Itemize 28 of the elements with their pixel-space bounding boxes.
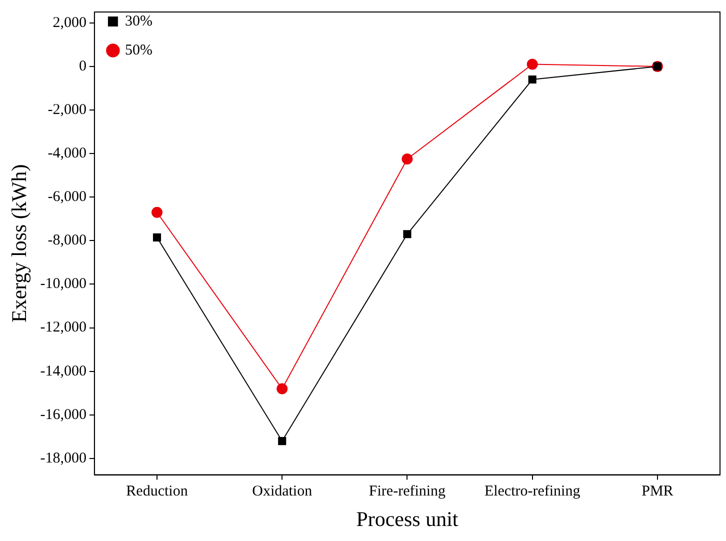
y-axis-title: Exergy loss (kWh) <box>7 164 32 323</box>
point <box>276 383 288 394</box>
y-tick-label: -2,000 <box>48 102 86 118</box>
y-tick-label: 2,000 <box>52 14 86 31</box>
point <box>402 154 413 165</box>
y-tick-label: 0 <box>78 58 86 74</box>
legend-label: 50% <box>124 42 152 58</box>
legend-label: 30% <box>124 13 152 30</box>
x-tick-label: Electro-refining <box>484 484 581 500</box>
x-tick-label: PMR <box>642 484 674 500</box>
y-tick-label: -12,000 <box>40 320 86 336</box>
y-tick-label: -18,000 <box>40 450 86 466</box>
x-tick-label: Fire-refining <box>368 484 446 500</box>
y-tick-label: -4,000 <box>48 146 86 162</box>
point <box>152 233 162 242</box>
y-tick-label: -8,000 <box>48 232 86 249</box>
point <box>528 75 536 84</box>
y-tick-label: -6,000 <box>48 189 86 206</box>
point <box>526 58 538 70</box>
y-tick-label: -14,000 <box>40 363 86 380</box>
y-tick-label: -10,000 <box>40 276 86 292</box>
point <box>403 230 412 238</box>
point <box>152 206 162 218</box>
x-axis-title: Process unit <box>356 506 458 531</box>
x-tick-label: Oxidation <box>252 484 313 500</box>
x-tick-label: Reduction <box>126 484 188 500</box>
point <box>278 437 286 446</box>
y-tick-label: -16,000 <box>40 406 86 423</box>
